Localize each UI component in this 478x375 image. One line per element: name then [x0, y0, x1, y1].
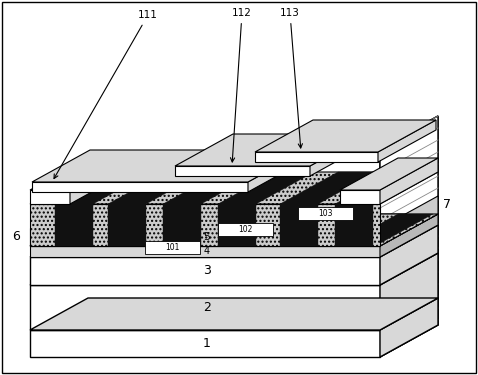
Polygon shape: [70, 158, 128, 204]
Polygon shape: [165, 214, 258, 246]
Polygon shape: [163, 172, 259, 204]
Polygon shape: [255, 152, 378, 162]
Polygon shape: [55, 204, 93, 246]
Polygon shape: [108, 172, 204, 204]
Polygon shape: [248, 150, 306, 192]
Polygon shape: [55, 228, 90, 246]
Polygon shape: [380, 225, 438, 285]
Polygon shape: [340, 190, 380, 204]
Polygon shape: [30, 298, 438, 330]
Text: 6: 6: [12, 231, 20, 243]
Polygon shape: [55, 214, 148, 246]
Polygon shape: [335, 172, 431, 204]
Text: 4: 4: [204, 246, 210, 256]
Polygon shape: [110, 214, 203, 246]
Text: 113: 113: [280, 8, 303, 148]
Polygon shape: [30, 330, 380, 357]
Polygon shape: [340, 158, 438, 190]
Polygon shape: [280, 172, 376, 204]
Polygon shape: [335, 204, 373, 246]
Polygon shape: [380, 196, 438, 246]
Polygon shape: [32, 150, 306, 182]
Polygon shape: [30, 214, 438, 246]
Polygon shape: [55, 172, 151, 204]
Polygon shape: [380, 116, 438, 357]
Text: 5: 5: [204, 232, 210, 242]
Text: 103: 103: [318, 209, 333, 218]
Polygon shape: [30, 257, 380, 285]
Polygon shape: [380, 116, 438, 357]
Polygon shape: [32, 182, 248, 192]
Polygon shape: [30, 158, 128, 190]
Polygon shape: [280, 204, 318, 246]
Text: 101: 101: [165, 243, 180, 252]
Text: 2: 2: [203, 301, 211, 314]
Polygon shape: [380, 214, 438, 257]
Polygon shape: [285, 228, 320, 246]
Polygon shape: [175, 166, 310, 176]
Polygon shape: [30, 246, 380, 257]
Polygon shape: [380, 253, 438, 330]
Polygon shape: [218, 204, 256, 246]
Polygon shape: [340, 214, 433, 246]
Polygon shape: [175, 134, 368, 166]
Polygon shape: [380, 158, 438, 204]
Polygon shape: [108, 204, 146, 246]
Polygon shape: [165, 228, 200, 246]
Polygon shape: [285, 214, 378, 246]
Polygon shape: [30, 204, 380, 246]
Polygon shape: [30, 225, 438, 257]
Polygon shape: [30, 285, 380, 330]
Polygon shape: [340, 228, 375, 246]
Polygon shape: [30, 253, 438, 285]
Polygon shape: [30, 190, 70, 204]
Text: 102: 102: [239, 225, 253, 234]
Polygon shape: [110, 228, 145, 246]
Polygon shape: [30, 214, 438, 246]
Text: 3: 3: [203, 264, 211, 278]
Polygon shape: [310, 134, 368, 176]
Polygon shape: [380, 298, 438, 357]
Polygon shape: [163, 204, 201, 246]
Polygon shape: [298, 207, 353, 220]
Polygon shape: [30, 228, 380, 246]
Text: 112: 112: [230, 8, 252, 162]
Polygon shape: [378, 120, 436, 162]
Text: 111: 111: [54, 10, 158, 178]
Polygon shape: [220, 214, 313, 246]
Polygon shape: [220, 228, 255, 246]
Polygon shape: [218, 223, 273, 236]
Polygon shape: [255, 120, 436, 152]
Polygon shape: [30, 172, 438, 204]
Polygon shape: [218, 172, 314, 204]
Polygon shape: [145, 241, 200, 254]
Text: 1: 1: [203, 337, 211, 350]
Text: 7: 7: [443, 198, 451, 211]
